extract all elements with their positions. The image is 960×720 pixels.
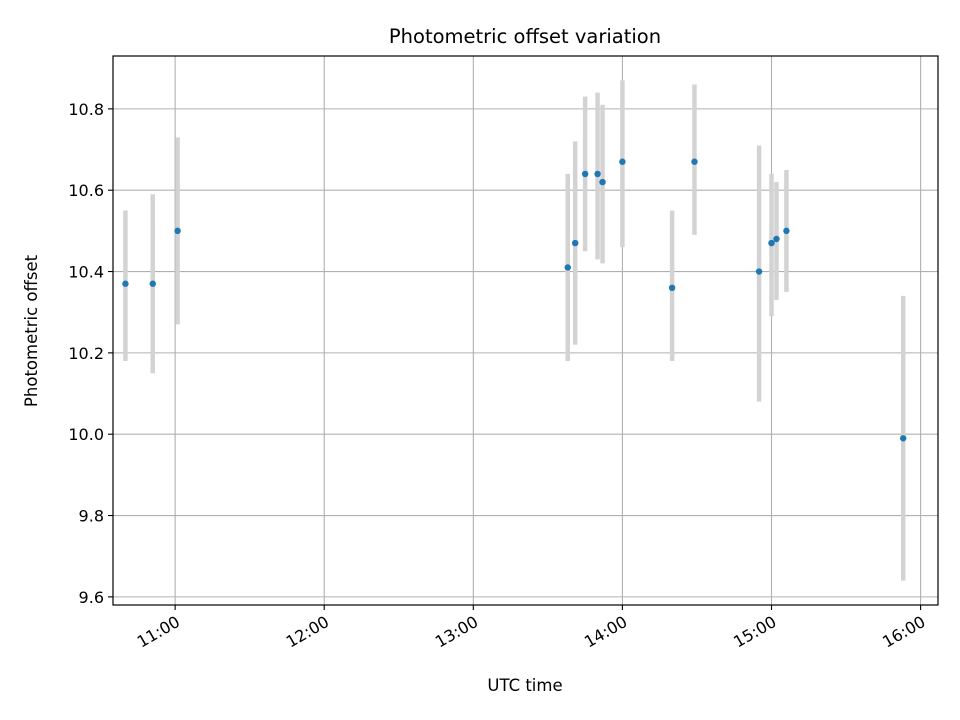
data-point xyxy=(149,280,156,287)
y-tick-label: 10.2 xyxy=(68,344,104,363)
data-point xyxy=(599,178,606,186)
data-point xyxy=(773,235,780,243)
data-point xyxy=(594,170,601,178)
x-tick-label: 16:00 xyxy=(879,612,928,652)
error-bars xyxy=(123,80,906,581)
data-point xyxy=(755,268,763,275)
x-tick-label: 12:00 xyxy=(283,612,332,652)
data-point xyxy=(174,227,181,235)
y-tick-label: 10.8 xyxy=(68,100,104,119)
data-point xyxy=(668,284,676,291)
data-point xyxy=(783,227,790,235)
grid xyxy=(113,56,938,605)
data-point xyxy=(122,280,129,287)
y-axis-title: Photometric offset xyxy=(22,254,41,407)
chart-title: Photometric offset variation xyxy=(389,25,661,48)
y-tick-label: 9.8 xyxy=(79,507,104,526)
data-point xyxy=(900,435,907,442)
data-points xyxy=(122,158,907,442)
y-tick-label: 9.6 xyxy=(79,588,104,607)
y-tick-label: 10.0 xyxy=(68,425,104,444)
x-axis-ticks: 11:00 12:00 13:00 14:00 15:00 16:00 xyxy=(134,605,929,652)
x-tick-label: 14:00 xyxy=(581,612,630,652)
data-point xyxy=(619,158,626,165)
y-axis-ticks: 9.6 9.8 10.0 10.2 10.4 10.6 10.8 xyxy=(68,100,113,607)
data-point xyxy=(581,170,589,178)
data-point xyxy=(768,239,775,247)
y-tick-label: 10.4 xyxy=(68,263,104,282)
data-point xyxy=(691,158,698,165)
x-tick-label: 13:00 xyxy=(432,612,481,652)
y-tick-label: 10.6 xyxy=(68,181,104,200)
x-tick-label: 15:00 xyxy=(730,612,779,652)
plot-area-frame xyxy=(112,55,939,606)
data-point xyxy=(571,239,579,247)
x-axis-title: UTC time xyxy=(487,676,562,695)
x-tick-label: 11:00 xyxy=(134,612,183,652)
data-point xyxy=(564,264,571,271)
